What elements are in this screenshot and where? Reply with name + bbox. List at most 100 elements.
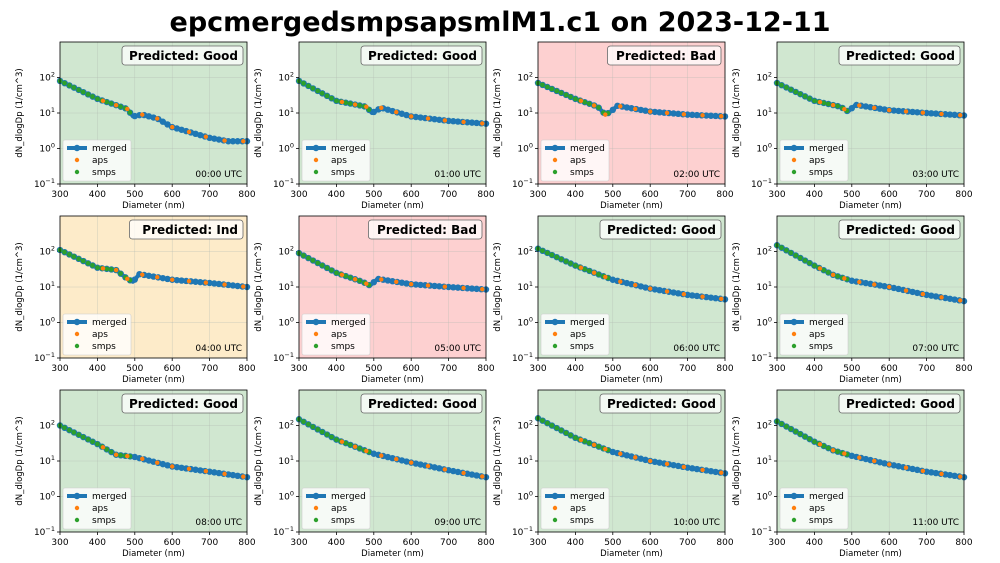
x-tick-label: 600	[403, 538, 420, 548]
merged-point	[131, 276, 138, 283]
merged-point	[178, 277, 185, 284]
aps-point	[817, 442, 823, 447]
legend-merged-marker	[312, 492, 320, 500]
legend-box	[779, 313, 849, 356]
aps-point	[241, 139, 246, 144]
aps-point	[648, 458, 653, 464]
merged-point	[229, 138, 237, 145]
aps-point	[394, 456, 399, 462]
plot-frame	[776, 215, 965, 359]
merged-point	[689, 111, 696, 119]
merged-point	[707, 112, 715, 119]
prediction-label: Predicted: Bad	[616, 49, 716, 63]
y-tick-label: 102	[756, 71, 772, 84]
legend-aps-marker	[74, 505, 80, 511]
y-tick-label: 101	[278, 106, 294, 119]
aps-point	[394, 279, 399, 285]
y-axis-label: dN_dlogDp (1/cm^3)	[15, 242, 25, 331]
y-tick-label: 101	[756, 280, 772, 293]
x-tick-label: 800	[955, 364, 972, 374]
x-tick-label: 600	[642, 538, 659, 548]
aps-point	[364, 448, 369, 454]
smps-point	[76, 256, 82, 262]
prediction-label: Predicted: Good	[846, 397, 955, 411]
smps-point	[315, 88, 321, 94]
legend-merged-marker	[790, 144, 798, 152]
legend-box	[301, 139, 371, 182]
aps-point	[939, 471, 944, 477]
aps-point	[872, 105, 877, 111]
smps-point	[305, 421, 311, 427]
smps-point	[540, 418, 545, 424]
legend-label-merged: merged	[809, 492, 844, 502]
merged-point	[464, 119, 471, 126]
smps-point	[783, 85, 789, 90]
smps-point	[90, 262, 95, 268]
aps-point	[633, 106, 638, 112]
x-tick-label: 500	[604, 364, 621, 374]
plot-frame	[776, 41, 965, 185]
merged-point	[703, 293, 710, 301]
time-label: 03:00 UTC	[912, 170, 959, 180]
legend-box	[540, 487, 610, 530]
legend-aps-marker	[552, 331, 558, 337]
x-tick-label: 700	[679, 190, 696, 200]
smps-point	[586, 268, 592, 274]
smps-point	[582, 438, 588, 444]
merged-point	[197, 278, 204, 286]
smps-point	[554, 88, 560, 94]
legend-label-aps: aps	[570, 504, 586, 514]
smps-point	[80, 258, 86, 264]
aps-point	[578, 265, 584, 270]
aps-point	[155, 460, 160, 465]
legend-merged-marker	[551, 144, 559, 152]
smps-point	[793, 253, 799, 258]
y-tick-label: 10−1	[512, 177, 533, 190]
smps-point	[62, 249, 67, 255]
smps-point	[104, 447, 110, 452]
legend-smps-marker	[552, 517, 558, 523]
aps-point	[100, 266, 106, 271]
legend-label-merged: merged	[331, 144, 366, 154]
smps-point	[563, 92, 569, 98]
smps-point	[305, 255, 311, 261]
legend: merged aps smps	[540, 487, 610, 530]
merged-point	[923, 468, 930, 475]
y-axis-label: dN_dlogDp (1/cm^3)	[254, 416, 264, 505]
smps-point	[334, 437, 339, 443]
legend-aps-marker	[791, 331, 797, 337]
merged-point	[206, 468, 213, 475]
aps-point	[140, 456, 145, 462]
aps-point	[648, 286, 653, 291]
aps-point	[872, 282, 877, 287]
aps-point	[603, 446, 608, 452]
merged-point	[712, 112, 719, 120]
merged-point	[609, 106, 616, 114]
x-tick-label: 600	[642, 190, 659, 200]
y-axis-label: dN_dlogDp (1/cm^3)	[15, 68, 25, 157]
legend-smps-marker	[791, 169, 797, 175]
smps-point	[558, 90, 564, 96]
merged-point	[670, 110, 677, 117]
legend-merged-marker	[312, 318, 320, 326]
legend-smps-marker	[74, 169, 80, 175]
smps-point	[334, 98, 339, 104]
merged-point	[703, 467, 710, 474]
merged-point	[890, 107, 898, 114]
legend: merged aps smps	[62, 487, 132, 530]
plot-frame	[59, 215, 248, 359]
x-tick-label: 400	[89, 538, 106, 548]
merged-point	[454, 118, 462, 125]
legend-label-merged: merged	[570, 318, 605, 328]
legend-smps-marker	[552, 343, 558, 349]
aps-point	[352, 102, 358, 107]
aps-point	[603, 274, 608, 280]
y-tick-label: 100	[756, 316, 772, 329]
aps-point	[125, 106, 130, 112]
aps-point	[958, 474, 963, 479]
aps-point	[140, 272, 145, 277]
x-tick-label: 800	[477, 538, 494, 548]
legend-label-smps: smps	[92, 342, 116, 352]
aps-point	[442, 467, 448, 472]
aps-point	[664, 461, 670, 467]
